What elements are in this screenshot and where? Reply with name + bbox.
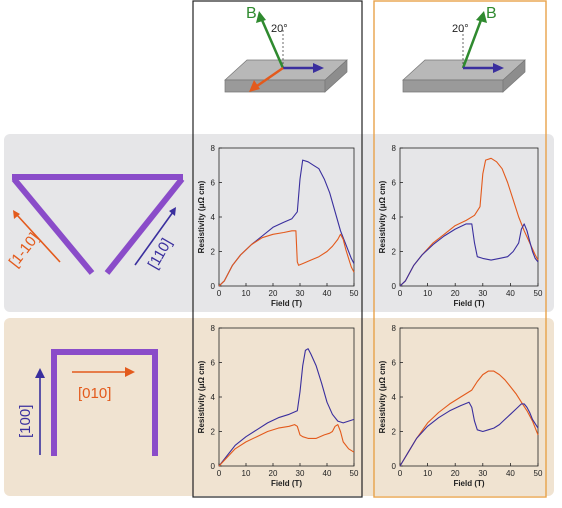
chart-row1-right: 0 10 20 30 40 50 0 2 4 6 8 Field (T) Resistivity (μΩ… [378, 144, 543, 308]
geometry-corner: [100] [010] [17, 349, 158, 456]
y-tick-label: 0 [392, 282, 397, 291]
series-line-orange [218, 230, 355, 287]
angle-label: 20° [452, 23, 469, 35]
field-schematic-left: B 20° [224, 5, 348, 93]
y-tick-label: 8 [392, 324, 397, 333]
x-tick-label: 20 [269, 289, 278, 298]
x-tick-label: 40 [323, 469, 332, 478]
y-tick-label: 0 [211, 282, 216, 291]
y-tick-label: 8 [211, 144, 216, 153]
y-axis-label: Resistivity (μΩ cm) [197, 360, 206, 433]
x-axis-label: Field (T) [271, 299, 302, 308]
current-arrow-orange [256, 66, 284, 88]
row2-blue-label: [100] [17, 405, 34, 438]
y-tick-label: 2 [211, 428, 216, 437]
y-tick-label: 6 [211, 359, 216, 368]
series-line-orange [218, 424, 355, 467]
plot-frame [399, 327, 539, 467]
field-schematic-right: B 20° [402, 5, 526, 93]
x-tick-label: 0 [217, 469, 222, 478]
y-tick-label: 0 [392, 462, 397, 471]
plot-frame [399, 147, 539, 287]
y-tick-label: 2 [392, 428, 397, 437]
angle-label: 20° [271, 23, 288, 35]
series-line-blue [218, 159, 355, 287]
x-tick-label: 20 [451, 469, 460, 478]
x-axis-label: Field (T) [271, 479, 302, 488]
plot-frame [218, 327, 355, 467]
y-tick-label: 6 [392, 179, 397, 188]
geometry-triangle: [1-10] [110] [6, 174, 185, 275]
x-tick-label: 0 [398, 289, 403, 298]
x-tick-label: 30 [478, 289, 487, 298]
x-tick-label: 20 [451, 289, 460, 298]
row1-blue-arrow [134, 211, 174, 266]
y-tick-label: 2 [392, 248, 397, 257]
x-tick-label: 40 [506, 289, 515, 298]
y-tick-label: 6 [211, 179, 216, 188]
y-tick-label: 4 [392, 213, 397, 222]
x-tick-label: 40 [506, 469, 515, 478]
x-tick-label: 50 [350, 289, 359, 298]
x-tick-label: 30 [296, 469, 305, 478]
series-line-blue [399, 223, 539, 287]
row1-orange-arrow [16, 214, 61, 263]
y-axis-label: Resistivity (μΩ cm) [197, 180, 206, 253]
x-axis-label: Field (T) [453, 479, 484, 488]
row1-background [4, 134, 554, 312]
chart-row1-left: 0 10 20 30 40 50 0 2 4 6 8 Field (T) Resistivity (μΩ… [197, 144, 359, 308]
y-axis-label: Resistivity (μΩ cm) [378, 180, 387, 253]
x-tick-label: 50 [534, 289, 543, 298]
x-tick-label: 10 [242, 289, 251, 298]
x-tick-label: 10 [423, 469, 432, 478]
b-label: B [246, 5, 257, 22]
series-line-orange [399, 157, 539, 287]
x-tick-label: 20 [269, 469, 278, 478]
b-field-arrow [260, 19, 285, 69]
b-field-arrow [461, 19, 483, 69]
slab-side [324, 59, 348, 93]
y-tick-label: 4 [211, 393, 216, 402]
b-label: B [486, 5, 497, 22]
y-tick-label: 6 [392, 359, 397, 368]
orange-column-frame [373, 0, 547, 498]
row1-orange-label: [1-10] [6, 230, 43, 271]
plot-frame [218, 147, 355, 287]
black-column-frame [192, 0, 363, 498]
slab-front [224, 79, 326, 93]
series-line-orange [399, 370, 539, 467]
x-tick-label: 10 [423, 289, 432, 298]
series-line-blue [218, 348, 355, 467]
y-tick-label: 8 [392, 144, 397, 153]
x-tick-label: 30 [478, 469, 487, 478]
x-axis-label: Field (T) [453, 299, 484, 308]
x-tick-label: 50 [534, 469, 543, 478]
x-tick-label: 0 [217, 289, 222, 298]
y-tick-label: 4 [392, 393, 397, 402]
y-tick-label: 8 [211, 324, 216, 333]
y-tick-label: 4 [211, 213, 216, 222]
x-tick-label: 10 [242, 469, 251, 478]
y-tick-label: 0 [211, 462, 216, 471]
row2-orange-label: [010] [78, 385, 111, 402]
row1-blue-label: [110] [145, 236, 176, 272]
chart-row2-left: 0 10 20 30 40 50 0 2 4 6 8 Field (T) Resistivity (μΩ… [197, 324, 359, 488]
y-axis-label: Resistivity (μΩ cm) [378, 360, 387, 433]
x-tick-label: 0 [398, 469, 403, 478]
x-tick-label: 40 [323, 289, 332, 298]
x-tick-label: 30 [296, 289, 305, 298]
series-line-blue [399, 401, 539, 467]
y-tick-label: 2 [211, 248, 216, 257]
chart-row2-right: 0 10 20 30 40 50 0 2 4 6 8 Field (T) Resistivity (μΩ… [378, 324, 543, 488]
x-tick-label: 50 [350, 469, 359, 478]
